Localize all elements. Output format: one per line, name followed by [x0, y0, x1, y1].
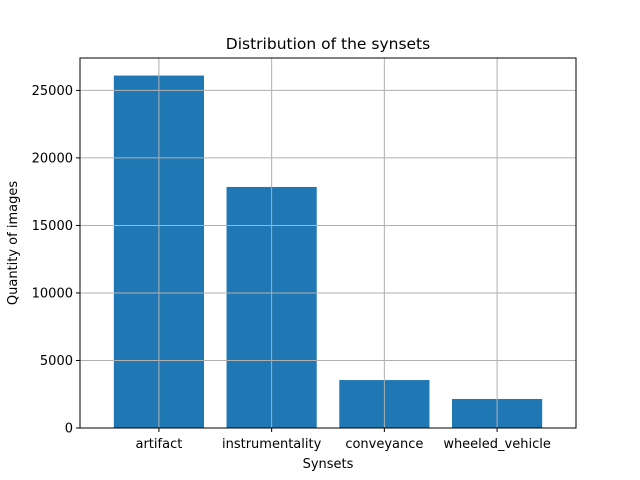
x-tick-label: conveyance: [345, 437, 423, 452]
x-tick-label: artifact: [136, 437, 183, 452]
x-axis-ticks: artifact instrumentality conveyance wheeled…: [136, 428, 551, 452]
y-tick-label: 0: [65, 422, 73, 437]
y-tick-label: 15000: [32, 219, 73, 234]
y-tick-label: 25000: [32, 84, 73, 99]
chart-title: Distribution of the synsets: [226, 35, 430, 53]
y-tick-label: 20000: [32, 151, 73, 166]
axes-frame: [79, 57, 577, 429]
x-tick-label: wheeled_vehicle: [443, 437, 551, 452]
y-axis-ticks: 0 5000 10000 15000 20000 25000: [32, 84, 80, 437]
x-axis-label: Synsets: [303, 457, 354, 472]
y-tick-label: 5000: [40, 354, 73, 369]
y-axis-label: Quantity of images: [6, 181, 21, 305]
x-tick-label: instrumentality: [222, 437, 322, 452]
plot-area: 0 5000 10000 15000 20000 25000 artifact instru…: [32, 57, 577, 452]
y-tick-label: 10000: [32, 286, 73, 301]
